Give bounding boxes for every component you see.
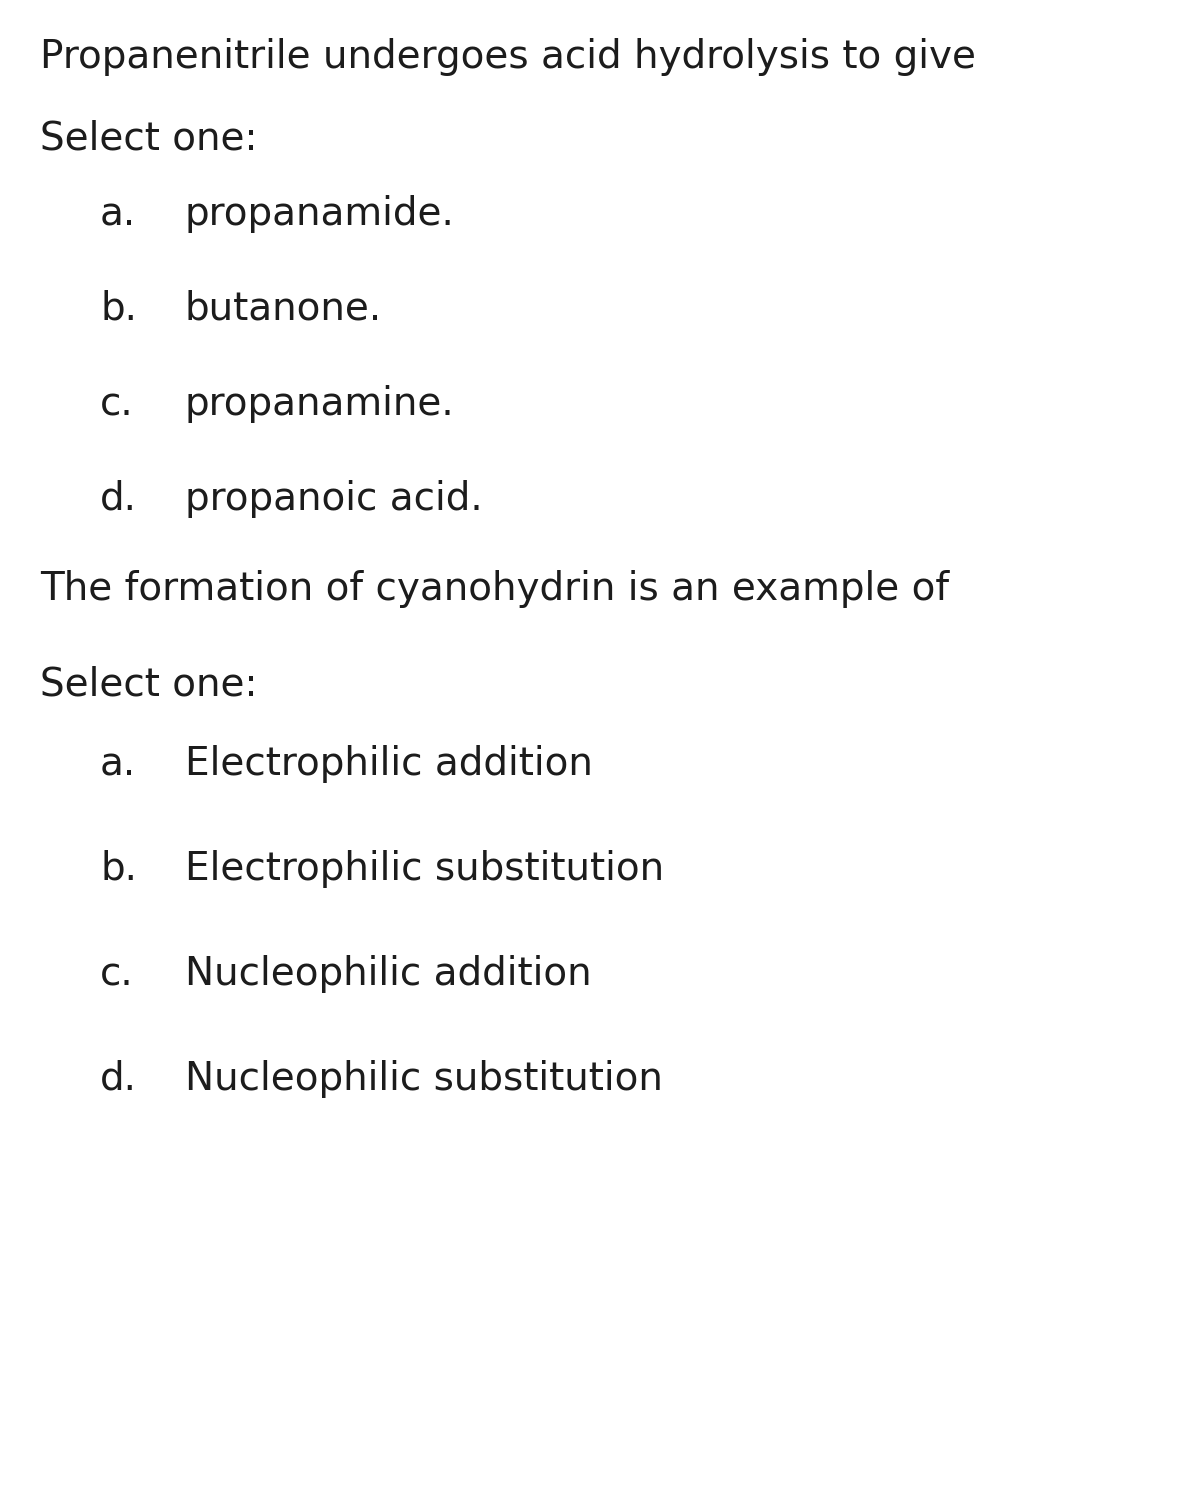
Text: a.: a.	[100, 195, 137, 233]
Text: b.: b.	[100, 290, 137, 328]
Text: Select one:: Select one:	[40, 120, 258, 158]
Text: butanone.: butanone.	[185, 290, 382, 328]
Text: b.: b.	[100, 851, 137, 888]
Text: Propanenitrile undergoes acid hydrolysis to give: Propanenitrile undergoes acid hydrolysis…	[40, 38, 977, 77]
Text: c.: c.	[100, 954, 134, 993]
Text: The formation of cyanohydrin is an example of: The formation of cyanohydrin is an examp…	[40, 570, 949, 609]
Text: d.: d.	[100, 479, 137, 519]
Text: Nucleophilic substitution: Nucleophilic substitution	[185, 1060, 663, 1099]
Text: d.: d.	[100, 1060, 137, 1099]
Text: Electrophilic addition: Electrophilic addition	[185, 745, 593, 783]
Text: c.: c.	[100, 385, 134, 422]
Text: Nucleophilic addition: Nucleophilic addition	[185, 954, 591, 993]
Text: Electrophilic substitution: Electrophilic substitution	[185, 851, 664, 888]
Text: Select one:: Select one:	[40, 664, 258, 703]
Text: propanoic acid.: propanoic acid.	[185, 479, 483, 519]
Text: propanamide.: propanamide.	[185, 195, 455, 233]
Text: propanamine.: propanamine.	[185, 385, 455, 422]
Text: a.: a.	[100, 745, 137, 783]
